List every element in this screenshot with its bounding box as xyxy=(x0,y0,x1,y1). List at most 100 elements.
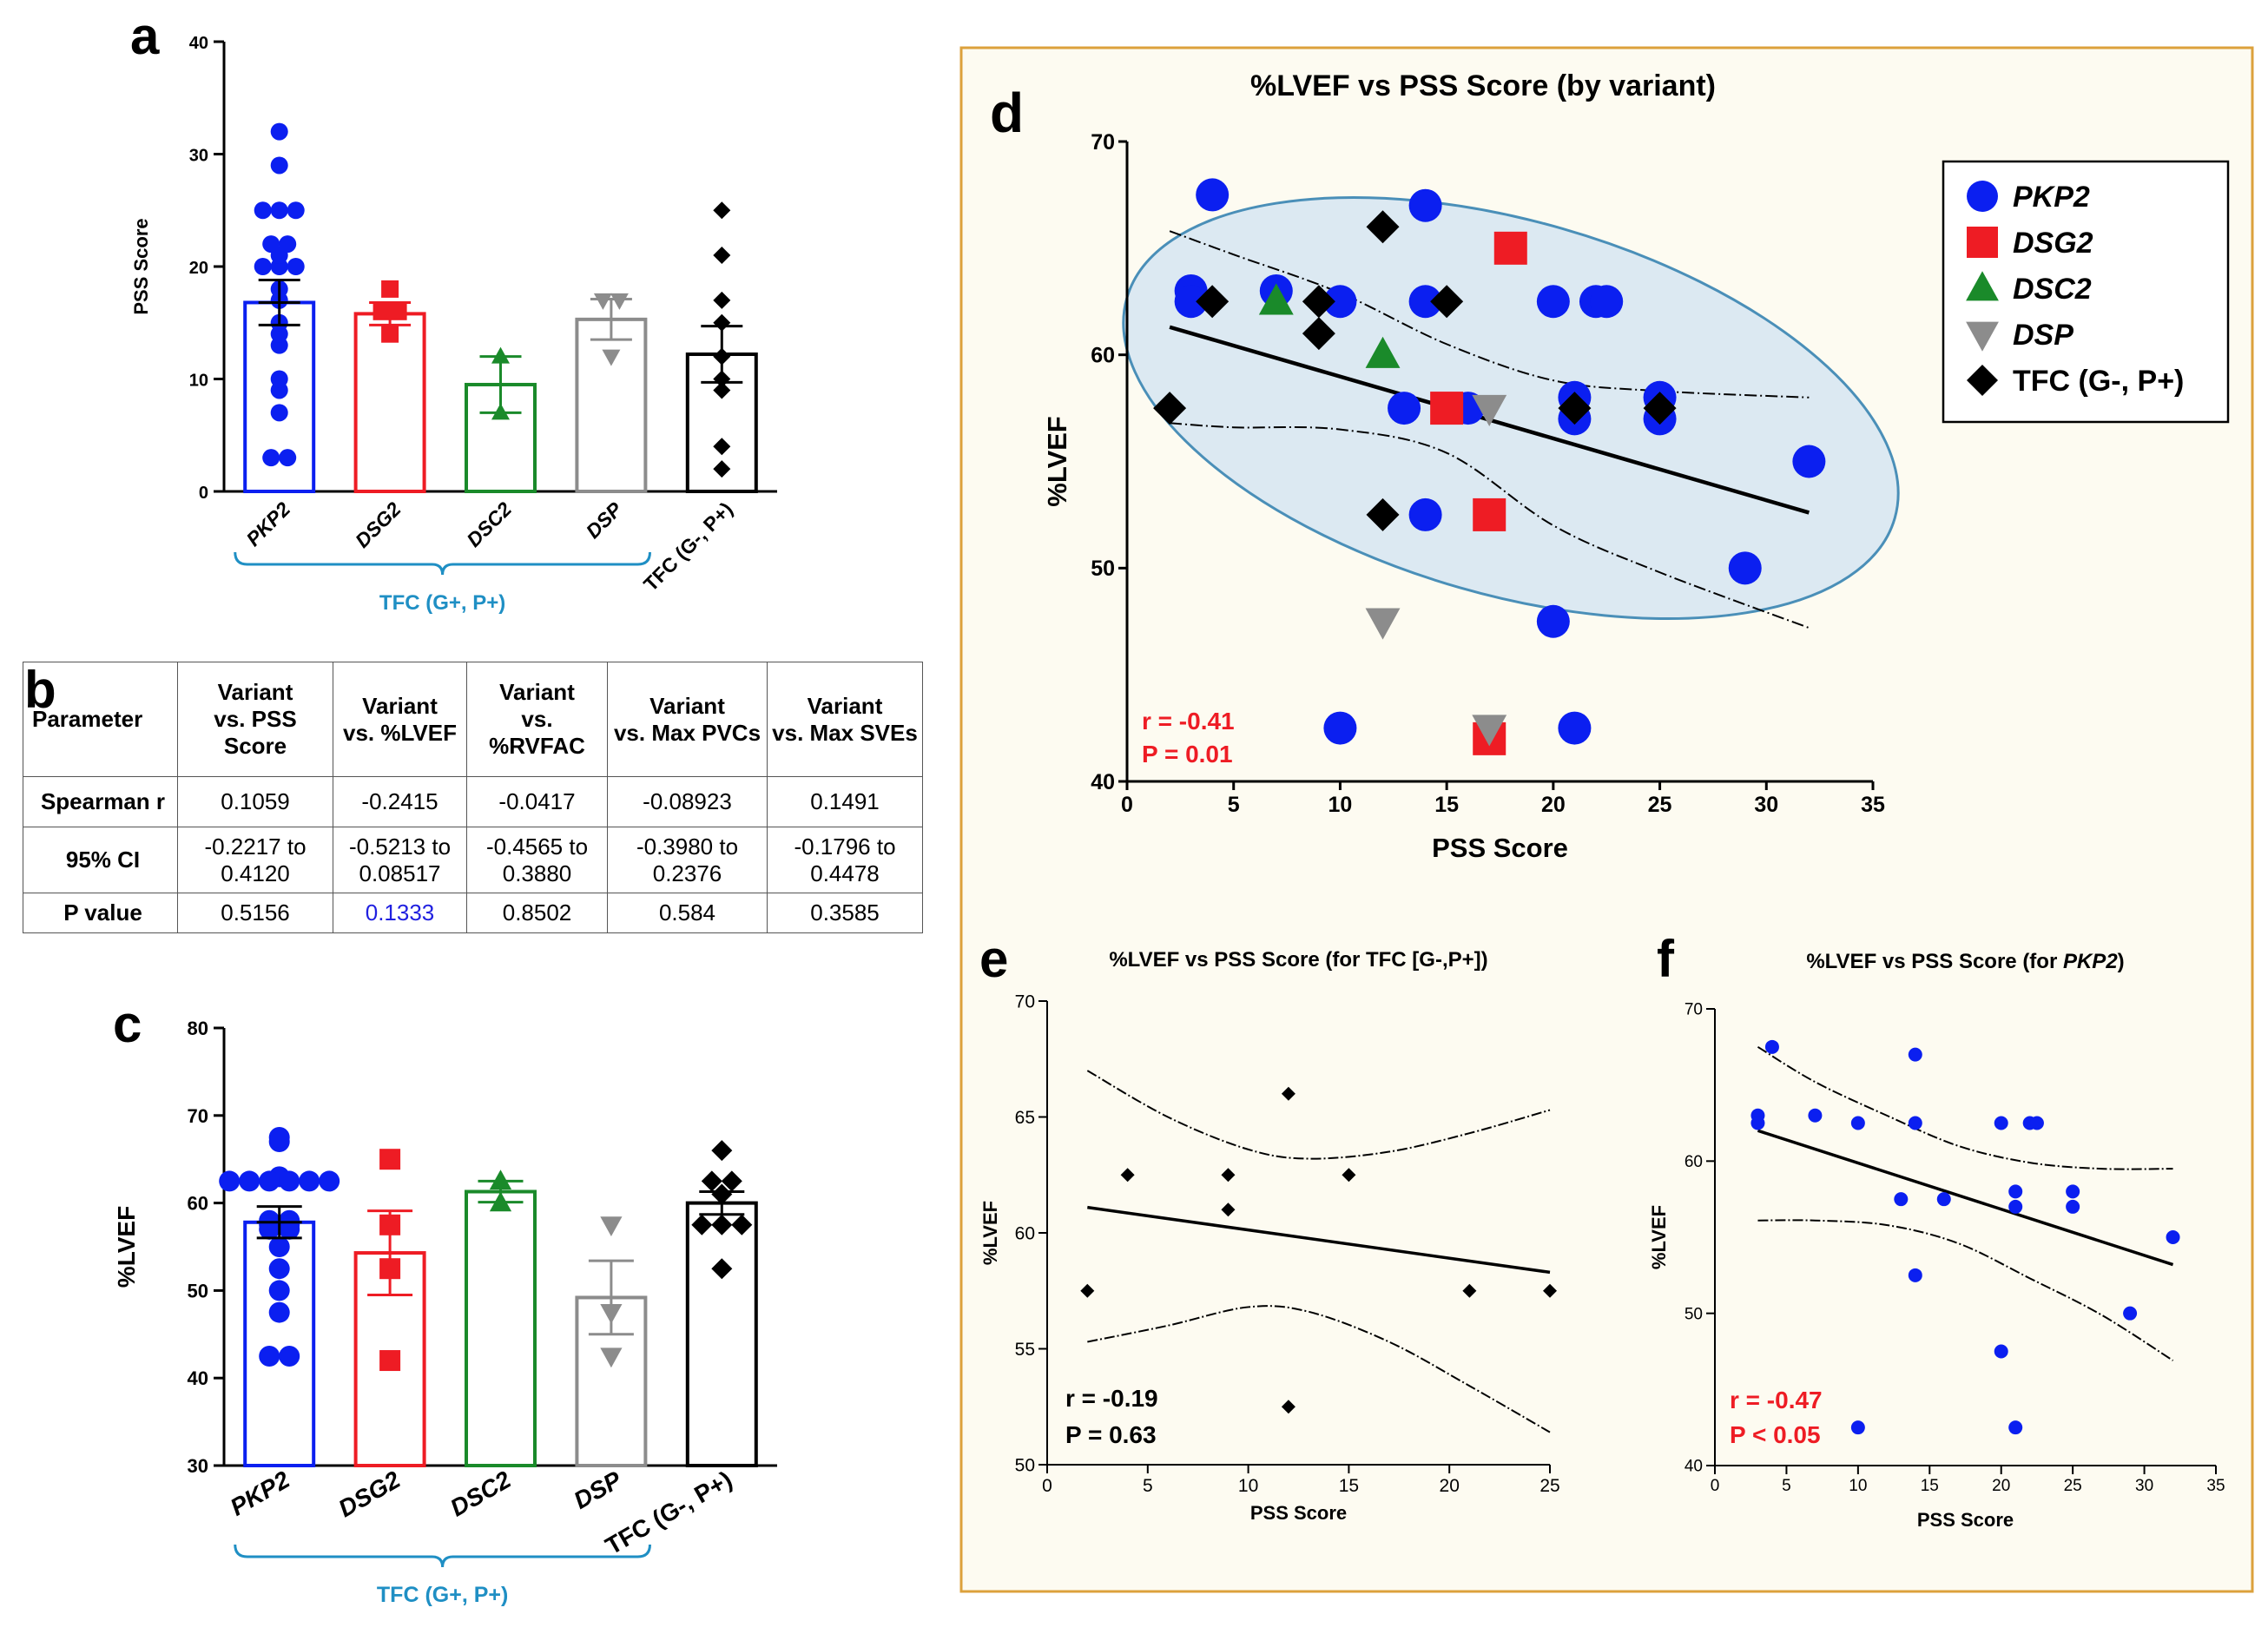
table-cell-line: -0.3980 to xyxy=(636,833,739,860)
x-tick-label: 10 xyxy=(1238,1476,1258,1496)
table-cell: -0.4565 to 0.3880 xyxy=(466,827,608,893)
data-point xyxy=(1080,1283,1095,1298)
y-tick-label: 65 xyxy=(1015,1108,1035,1128)
data-point xyxy=(701,1170,722,1192)
stat-text: P = 0.01 xyxy=(1142,741,1233,768)
data-point xyxy=(268,1258,290,1280)
data-point xyxy=(1221,1202,1236,1217)
data-point xyxy=(1908,1047,1922,1062)
data-point xyxy=(1388,392,1421,425)
table-cell-line: 0.4478 xyxy=(810,860,880,886)
bar xyxy=(575,317,648,493)
data-point xyxy=(319,1170,340,1192)
category-label: PKP2 xyxy=(226,1466,294,1521)
category-label: DSC2 xyxy=(445,1466,516,1521)
data-point xyxy=(2166,1230,2180,1244)
data-point xyxy=(721,1170,742,1192)
data-point xyxy=(262,235,280,254)
chart-title-part: ) xyxy=(2118,950,2125,973)
data-point xyxy=(1408,497,1442,531)
y-axis-label: %LVEF xyxy=(1648,1205,1670,1269)
data-point xyxy=(381,280,399,298)
y-axis-label: PSS Score xyxy=(130,218,152,314)
x-tick-label: 0 xyxy=(1121,793,1133,817)
data-point xyxy=(262,449,280,467)
data-point xyxy=(1493,231,1527,265)
confidence-band-lower xyxy=(1087,1305,1551,1433)
data-point xyxy=(1850,1420,1865,1435)
x-axis-label: PSS Score xyxy=(1432,833,1568,863)
table-b-header-line: Variant xyxy=(499,679,575,705)
table-cell-line: 0.08517 xyxy=(359,860,441,886)
panel-d-chart: 40 50 60 70 0 5 10 15 20 25 30 35 PSS Score %LVEF %LVE… xyxy=(1042,69,2230,863)
data-point xyxy=(1590,285,1624,319)
y-tick-label: 30 xyxy=(188,1455,208,1477)
regression-line xyxy=(1757,1129,2174,1267)
data-point xyxy=(1430,285,1464,319)
data-point xyxy=(1750,1116,1765,1130)
data-point xyxy=(389,302,407,320)
data-point xyxy=(2066,1184,2080,1199)
table-row: Spearman r 0.1059 -0.2415 -0.0417 -0.089… xyxy=(23,776,923,827)
data-point xyxy=(711,1140,733,1162)
y-tick-label: 50 xyxy=(1685,1305,1703,1323)
table-b-header-line: vs. Max PVCs xyxy=(613,719,761,746)
table-b-header-line: vs. %LVEF xyxy=(342,719,457,746)
y-axis-label: %LVEF xyxy=(1042,416,1072,507)
chart-title: %LVEF vs PSS Score (for PKP2) xyxy=(1806,950,2124,973)
panel-label-f: f xyxy=(1657,930,1675,988)
y-tick-label: 70 xyxy=(188,1105,208,1127)
table-b-body: Spearman r 0.1059 -0.2415 -0.0417 -0.089… xyxy=(23,776,923,933)
data-point xyxy=(711,1258,733,1280)
category-label: DSC2 xyxy=(462,497,516,551)
table-b-header-line: vs. PSS Score xyxy=(214,706,297,759)
data-point xyxy=(1558,711,1592,745)
data-point xyxy=(1281,1086,1296,1101)
y-tick-label: 20 xyxy=(189,259,208,278)
category-label: DSG2 xyxy=(351,497,405,552)
data-point xyxy=(1196,178,1230,212)
table-cell-line: -0.1796 to xyxy=(794,833,896,860)
table-cell: 0.1059 xyxy=(177,776,333,827)
data-point xyxy=(713,247,731,265)
data-point xyxy=(1462,1283,1477,1298)
data-point xyxy=(1643,392,1677,425)
data-point xyxy=(279,1346,300,1367)
data-point xyxy=(593,293,612,310)
data-point xyxy=(1366,210,1400,244)
data-point xyxy=(1196,285,1230,319)
table-cell: -0.1796 to 0.4478 xyxy=(767,827,923,893)
data-point xyxy=(1120,1168,1135,1183)
table-cell-line: 0.2376 xyxy=(652,860,722,886)
data-point xyxy=(713,201,731,220)
data-point xyxy=(713,291,731,309)
legend-label: DSP xyxy=(2013,319,2074,352)
data-point xyxy=(1543,1283,1557,1298)
data-point xyxy=(1323,285,1357,319)
data-point xyxy=(279,235,297,254)
panel-e-chart: 50 55 60 65 70 0 5 10 15 20 25 PSS Score %LVEF %LVEF … xyxy=(979,948,1560,1524)
table-cell: -0.08923 xyxy=(607,776,768,827)
y-tick-label: 40 xyxy=(1091,770,1115,794)
data-point xyxy=(1323,711,1357,745)
x-tick-label: 10 xyxy=(1849,1477,1867,1495)
data-point xyxy=(602,349,621,366)
table-b-header: Variant vs. %LVEF xyxy=(333,662,467,777)
legend-label: PKP2 xyxy=(2013,181,2090,214)
table-cell-line: -0.2217 to xyxy=(204,833,307,860)
table-b-header-line: vs. Max SVEs xyxy=(772,719,918,746)
data-point xyxy=(254,201,272,220)
stat-text: r = -0.47 xyxy=(1730,1387,1823,1413)
y-axis-label: %LVEF xyxy=(979,1201,1001,1265)
table-cell: -0.5213 to 0.08517 xyxy=(333,827,467,893)
table-b-header-line: Variant xyxy=(362,692,438,719)
data-point xyxy=(731,1214,753,1235)
table-b-header-line: Variant xyxy=(217,679,293,705)
table-cell: -0.0417 xyxy=(466,776,608,827)
data-point xyxy=(270,122,288,141)
data-point xyxy=(1764,1039,1779,1054)
bracket xyxy=(234,1544,651,1568)
data-point xyxy=(1808,1108,1823,1123)
